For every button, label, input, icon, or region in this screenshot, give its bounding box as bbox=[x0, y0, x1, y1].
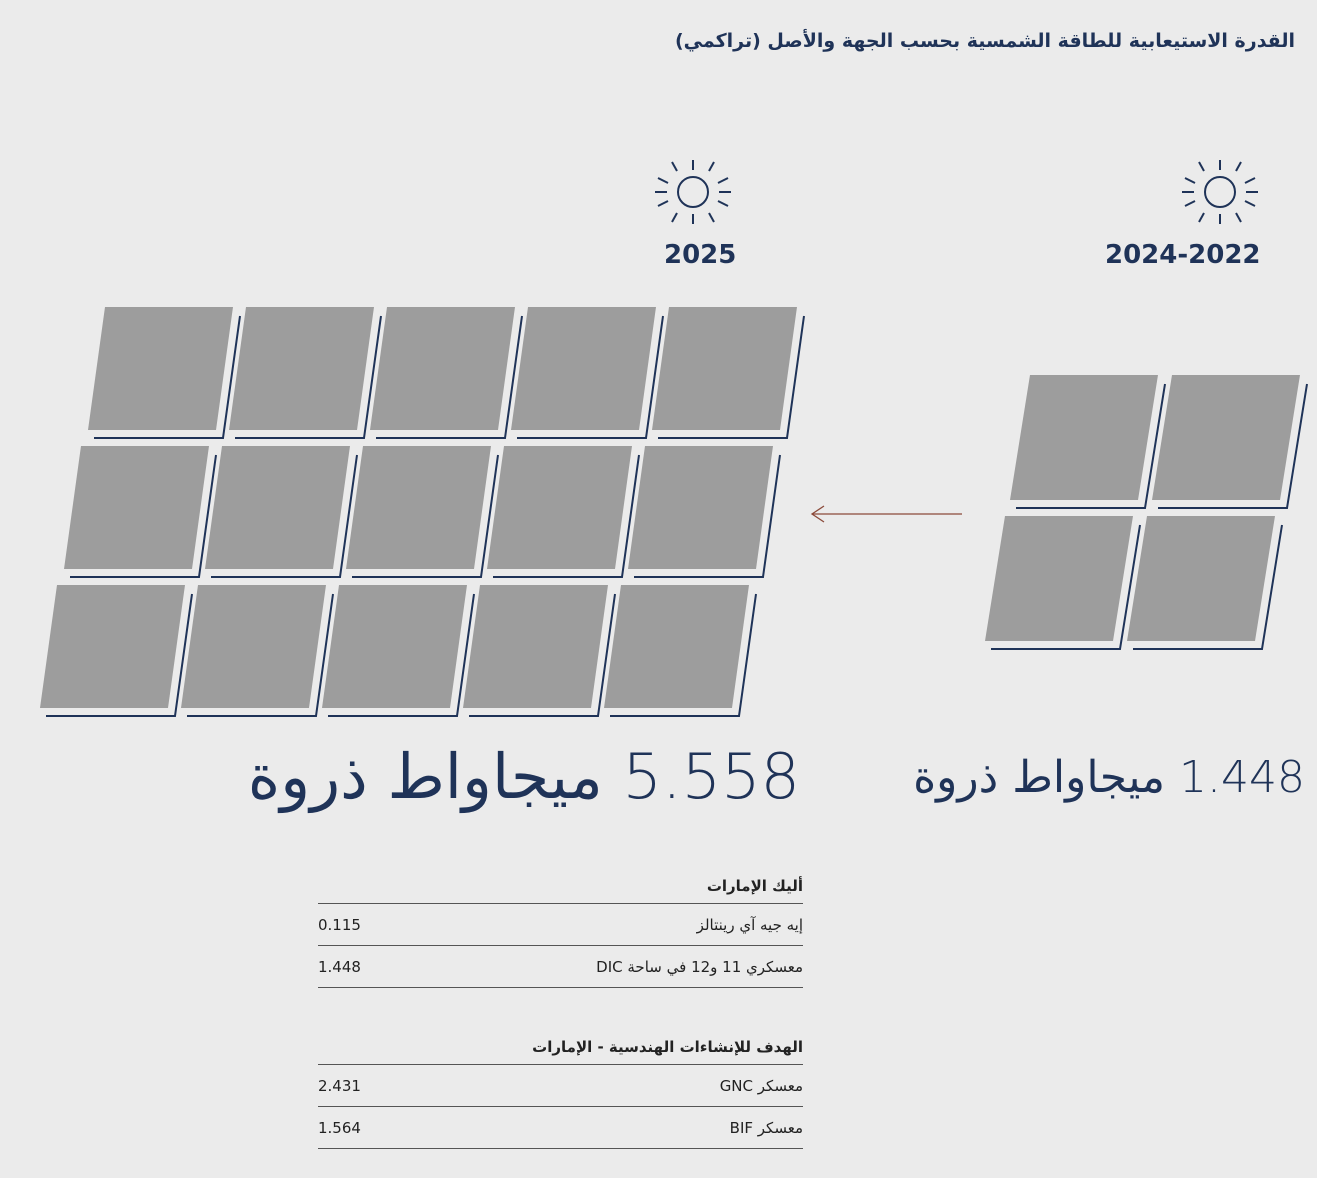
solar-panel bbox=[88, 307, 233, 430]
arrow bbox=[812, 506, 962, 522]
cell: 1.448 bbox=[318, 958, 388, 976]
sun-icon bbox=[1182, 160, 1258, 224]
solar-panel bbox=[1127, 516, 1275, 641]
cell: 1.564 bbox=[318, 1119, 388, 1137]
cell: إيه جيه آي رينتالز bbox=[697, 916, 803, 934]
solar-panel bbox=[628, 446, 773, 569]
solar-panel bbox=[511, 307, 656, 430]
cell: 2.431 bbox=[318, 1077, 388, 1095]
solar-panel bbox=[370, 307, 515, 430]
table-row: معسكر GNC 2.431 bbox=[318, 1065, 803, 1107]
solar-panel bbox=[40, 585, 185, 708]
artwork bbox=[0, 0, 1317, 1178]
cell: معسكر GNC bbox=[720, 1077, 803, 1095]
solar-panel bbox=[322, 585, 467, 708]
title: القدرة الاستيعابية للطاقة الشمسية بحسب ا… bbox=[675, 30, 1295, 52]
group-header: أليك الإمارات bbox=[318, 877, 803, 904]
period-label: 2025 bbox=[664, 240, 736, 270]
table-row: إيه جيه آي رينتالز 0.115 bbox=[318, 904, 803, 946]
solar-panel bbox=[64, 446, 209, 569]
period-total: 1.448 ميجاواط ذروة bbox=[913, 752, 1305, 803]
period-total: 5.558 ميجاواط ذروة bbox=[248, 740, 800, 813]
cell: معسكر BIF bbox=[730, 1119, 803, 1137]
solar-panel bbox=[1152, 375, 1300, 500]
table-row: معسكري 11 و12 في ساحة DIC 1.448 bbox=[318, 946, 803, 988]
solar-panel bbox=[985, 516, 1133, 641]
solar-panel bbox=[604, 585, 749, 708]
solar-panel bbox=[463, 585, 608, 708]
table-row: معسكر BIF 1.564 bbox=[318, 1107, 803, 1149]
solar-panel bbox=[346, 446, 491, 569]
table-group: الهدف للإنشاءات الهندسية - الإمارات معسك… bbox=[318, 1038, 803, 1149]
solar-panel bbox=[181, 585, 326, 708]
solar-panel bbox=[487, 446, 632, 569]
sun-icon bbox=[655, 160, 731, 224]
solar-panel bbox=[205, 446, 350, 569]
solar-panel bbox=[1010, 375, 1158, 500]
table-group: أليك الإمارات إيه جيه آي رينتالز 0.115 مع… bbox=[318, 877, 803, 988]
cell: 0.115 bbox=[318, 916, 388, 934]
group-header: الهدف للإنشاءات الهندسية - الإمارات bbox=[318, 1038, 803, 1065]
solar-panel bbox=[652, 307, 797, 430]
period-label: 2024-2022 bbox=[1105, 240, 1261, 270]
page: القدرة الاستيعابية للطاقة الشمسية بحسب ا… bbox=[0, 0, 1317, 1178]
cell: معسكري 11 و12 في ساحة DIC bbox=[596, 958, 803, 976]
solar-panel bbox=[229, 307, 374, 430]
